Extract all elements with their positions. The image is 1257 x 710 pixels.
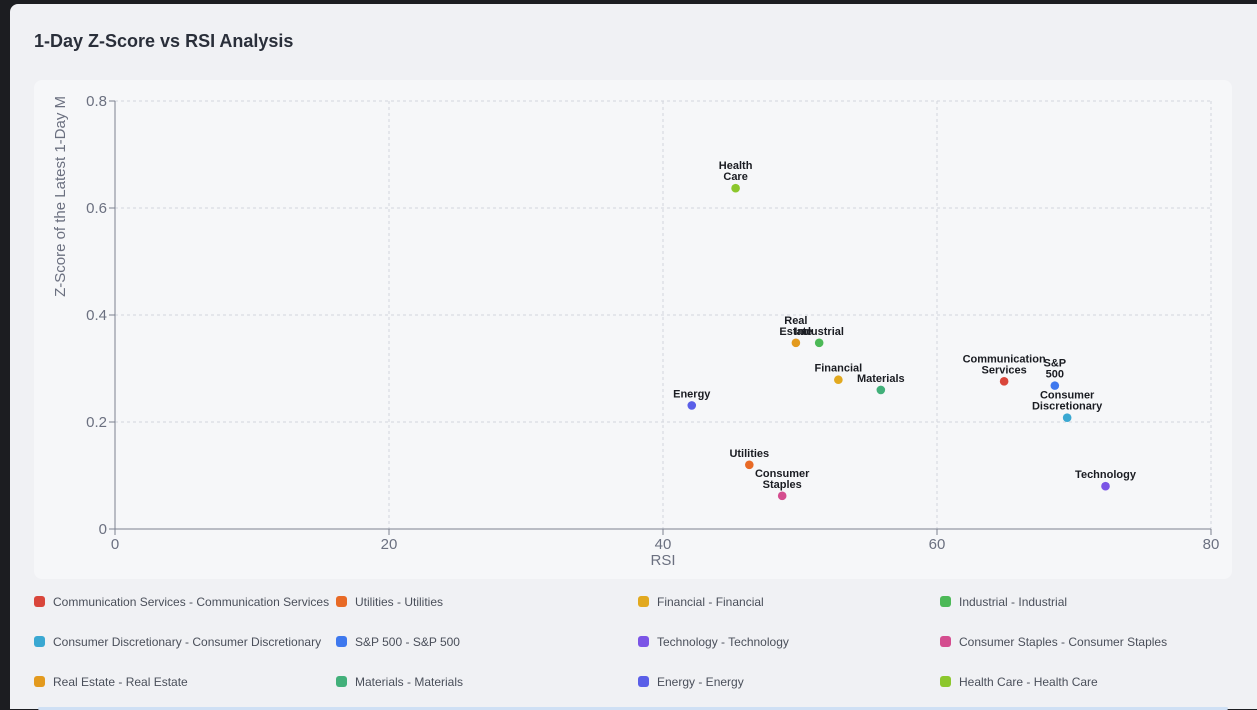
data-point [1101, 481, 1110, 491]
legend-swatch [336, 596, 347, 607]
data-label: Utilities [729, 448, 769, 460]
legend-item[interactable]: Health Care - Health Care [940, 674, 1242, 706]
legend-item[interactable]: Utilities - Utilities [336, 594, 638, 634]
legend-swatch [34, 676, 45, 687]
legend-label: Consumer Staples - Consumer Staples [959, 635, 1168, 649]
data-label: Financial [815, 363, 863, 375]
data-label: Estate [779, 326, 812, 338]
legend-label: Health Care - Health Care [959, 675, 1098, 689]
legend-label: Communication Services - Communication S… [53, 595, 330, 609]
chart-card: 0 20 40 60 80 0 0.2 0.4 0.6 0.8 RSI Z-Score of th… [34, 80, 1232, 579]
scatter-plot: 0 20 40 60 80 0 0.2 0.4 0.6 0.8 RSI Z-Score of th… [52, 93, 1219, 569]
data-point [814, 338, 824, 348]
x-tick-label: 80 [1203, 536, 1220, 553]
data-label: Real [784, 315, 807, 327]
y-tick-label: 0.8 [86, 93, 107, 110]
data-label: Energy [673, 388, 711, 400]
legend-swatch [336, 636, 347, 647]
y-tick-label: 0.4 [86, 307, 107, 324]
legend-swatch [638, 596, 649, 607]
x-tick-label: 60 [929, 536, 946, 553]
chart-panel: 1-Day Z-Score vs RSI Analysis 0 20 40 60 80 0… [10, 4, 1257, 710]
y-tick-label: 0.2 [86, 414, 107, 431]
legend-item[interactable]: Consumer Discretionary - Consumer Discre… [34, 634, 336, 674]
data-label: Care [723, 171, 747, 183]
y-axis-label: Z-Score of the Latest 1-Day M [52, 96, 69, 297]
legend-item[interactable]: Consumer Staples - Consumer Staples [940, 634, 1242, 674]
legend-item[interactable]: Technology - Technology [638, 634, 940, 674]
data-point [745, 460, 754, 470]
data-point [1062, 413, 1072, 423]
data-label: Consumer [755, 468, 810, 480]
legend-item[interactable]: S&P 500 - S&P 500 [336, 634, 638, 674]
data-label: Staples [763, 479, 802, 491]
legend-swatch [940, 596, 951, 607]
y-tick-label: 0 [99, 521, 107, 538]
legend-item[interactable]: Real Estate - Real Estate [34, 674, 336, 706]
legend-swatch [336, 676, 347, 687]
data-label: Industrial [794, 326, 844, 338]
data-label: Communication [963, 353, 1046, 365]
data-point [1050, 381, 1060, 390]
legend-swatch [940, 636, 951, 647]
grid-lines [115, 100, 1212, 529]
legend-item[interactable]: Industrial - Industrial [940, 594, 1242, 634]
legend-label: S&P 500 - S&P 500 [355, 635, 460, 649]
y-tick-label: 0.6 [86, 200, 107, 217]
data-label: Materials [857, 373, 905, 385]
tick-labels: 0 20 40 60 80 0 0.2 0.4 0.6 0.8 [86, 93, 1219, 553]
data-point [791, 338, 801, 348]
x-tick-label: 20 [381, 536, 398, 553]
legend-item[interactable]: Materials - Materials [336, 674, 638, 706]
axes [109, 100, 1212, 535]
data-point [777, 491, 787, 501]
data-point [687, 401, 697, 410]
x-tick-label: 40 [655, 536, 672, 553]
data-points [687, 183, 1110, 501]
legend-label: Real Estate - Real Estate [53, 675, 188, 689]
data-label: S&P [1044, 358, 1067, 370]
data-label: Health [719, 160, 753, 172]
legend-item[interactable]: Financial - Financial [638, 594, 940, 634]
data-label: 500 [1046, 369, 1064, 381]
legend-label: Consumer Discretionary - Consumer Discre… [53, 635, 322, 649]
legend-swatch [34, 596, 45, 607]
legend-swatch [638, 636, 649, 647]
data-point [876, 385, 886, 395]
legend-label: Industrial - Industrial [959, 595, 1068, 609]
legend-label: Materials - Materials [355, 675, 464, 689]
x-axis-label: RSI [650, 552, 675, 569]
legend-swatch [34, 636, 45, 647]
legend-swatch [638, 676, 649, 687]
legend-item[interactable]: Communication Services - Communication S… [34, 594, 336, 634]
legend-label: Energy - Energy [657, 675, 744, 689]
legend-label: Financial - Financial [657, 595, 764, 609]
legend-item[interactable]: Energy - Energy [638, 674, 940, 706]
data-label: Technology [1075, 469, 1137, 481]
data-label: Discretionary [1032, 401, 1103, 413]
legend: Communication Services - Communication S… [34, 594, 1244, 706]
chart-title: 1-Day Z-Score vs RSI Analysis [34, 31, 294, 51]
x-tick-label: 0 [111, 536, 119, 553]
data-point [834, 375, 843, 385]
data-label: Consumer [1040, 390, 1095, 402]
data-label: Services [981, 364, 1026, 376]
legend-label: Utilities - Utilities [355, 595, 444, 609]
data-point [999, 377, 1009, 386]
legend-swatch [940, 676, 951, 687]
legend-label: Technology - Technology [657, 635, 789, 649]
data-point [731, 183, 740, 193]
